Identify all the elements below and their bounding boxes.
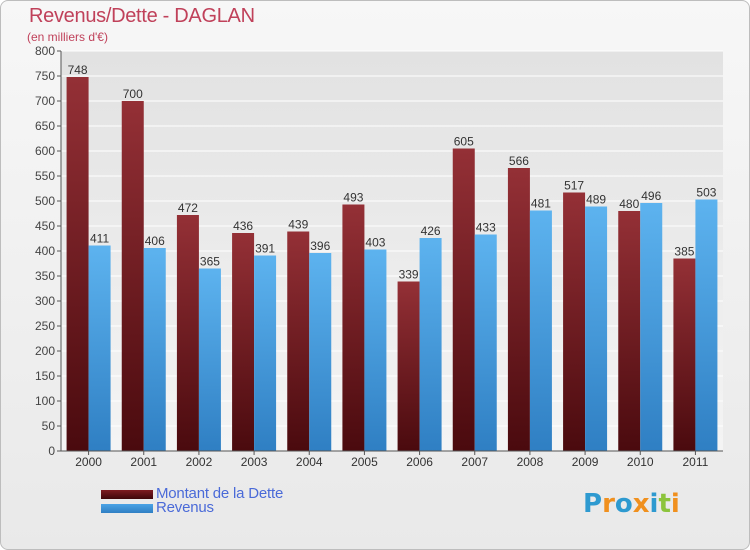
y-tick-label: 650: [35, 119, 55, 133]
x-tick-label: 2000: [75, 455, 102, 469]
x-tick-label: 2009: [572, 455, 599, 469]
x-tick-label: 2008: [517, 455, 544, 469]
y-tick-label: 250: [35, 319, 55, 333]
bar-dette: [66, 77, 89, 451]
data-label: 566: [509, 154, 529, 168]
logo-letter: i: [670, 489, 680, 519]
x-tick-label: 2007: [461, 455, 488, 469]
x-tick-label: 2004: [296, 455, 323, 469]
data-label: 426: [421, 224, 441, 238]
labels: 2000 748 411 2001 700 406 2002 472 365 2003 436391…: [68, 63, 717, 469]
bar-revenus: [695, 199, 718, 451]
bar-revenus: [254, 255, 277, 451]
y-tick-label: 200: [35, 344, 55, 358]
data-label: 411: [90, 232, 109, 246]
y-tick-label: 50: [42, 419, 56, 433]
bar-revenus: [474, 234, 497, 451]
bar-dette: [232, 233, 255, 451]
data-label: 385: [674, 245, 694, 259]
data-label: 433: [476, 221, 496, 235]
bar-dette: [452, 148, 475, 451]
data-label: 481: [531, 197, 551, 211]
data-label: 605: [454, 135, 474, 149]
bar-dette: [287, 231, 310, 451]
data-label: 700: [123, 87, 143, 101]
bar-dette: [563, 192, 586, 451]
x-tick-label: 2003: [241, 455, 268, 469]
bar-dette: [121, 101, 144, 451]
logo-letter: r: [602, 489, 615, 519]
legend-swatch-revenus: [101, 504, 153, 513]
data-label: 503: [696, 186, 716, 200]
x-tick-label: 2006: [406, 455, 433, 469]
bar-revenus: [198, 268, 221, 451]
data-label: 439: [288, 218, 308, 232]
bar-revenus: [143, 248, 166, 451]
axes: 0 50 100 150 200 250 300 350 400 450 500 550 600 650 7…: [35, 44, 723, 458]
chart-subtitle: (en milliers d'€): [27, 30, 108, 44]
bars: [66, 77, 718, 451]
bar-revenus: [309, 253, 332, 451]
y-tick-label: 400: [35, 244, 55, 258]
y-tick-label: 750: [35, 69, 55, 83]
data-label: 339: [399, 268, 419, 282]
data-label: 748: [68, 63, 88, 77]
legend-label-dette: Montant de la Dette: [156, 485, 284, 502]
data-label: 436: [233, 219, 253, 233]
x-tick-label: 2002: [186, 455, 213, 469]
logo-letter: x: [632, 489, 650, 519]
data-label: 406: [145, 234, 165, 248]
data-label: 480: [619, 197, 639, 211]
bar-revenus: [88, 245, 111, 451]
y-tick-label: 100: [35, 394, 55, 408]
logo-letter: P: [583, 489, 603, 519]
chart-title: Revenus/Dette - DAGLAN: [29, 5, 255, 27]
bar-revenus: [419, 238, 442, 451]
x-tick-label: 2010: [627, 455, 654, 469]
data-label: 496: [641, 189, 661, 203]
y-tick-label: 300: [35, 294, 55, 308]
x-tick-label: 2001: [130, 455, 157, 469]
logo-letter: i: [649, 489, 659, 519]
y-tick-label: 550: [35, 169, 55, 183]
x-tick-label: 2011: [683, 455, 709, 469]
y-tick-label: 0: [48, 444, 55, 458]
grid-lines: [61, 50, 723, 452]
y-tick-label: 800: [35, 44, 55, 58]
y-tick-label: 500: [35, 194, 55, 208]
data-label: 472: [178, 201, 198, 215]
data-label: 396: [310, 239, 330, 253]
bar-dette: [176, 215, 199, 451]
data-label: 517: [564, 179, 584, 193]
legend-swatch-dette: [101, 490, 153, 499]
x-tick-label: 2005: [351, 455, 378, 469]
data-label: 365: [200, 255, 220, 269]
logo-letter: t: [658, 489, 671, 519]
bar-revenus: [640, 203, 663, 451]
bar-dette: [397, 281, 420, 451]
y-tick-label: 450: [35, 219, 55, 233]
logo-letter: o: [614, 489, 633, 519]
y-tick-label: 150: [35, 369, 55, 383]
legend-label-revenus: Revenus: [156, 499, 214, 516]
bar-revenus: [529, 210, 552, 451]
data-label: 489: [586, 193, 606, 207]
bar-dette: [673, 258, 696, 451]
bar-revenus: [364, 249, 387, 451]
bar-dette: [618, 211, 641, 451]
bar-revenus: [585, 206, 608, 451]
data-label: 403: [365, 236, 385, 250]
bar-dette: [507, 168, 530, 451]
proxiti-logo: Proxiti: [583, 489, 680, 519]
data-label: 493: [343, 191, 363, 205]
data-label: 391: [255, 242, 275, 256]
y-tick-label: 600: [35, 144, 55, 158]
y-tick-label: 700: [35, 94, 55, 108]
y-tick-label: 350: [35, 269, 55, 283]
bar-dette: [342, 204, 365, 451]
